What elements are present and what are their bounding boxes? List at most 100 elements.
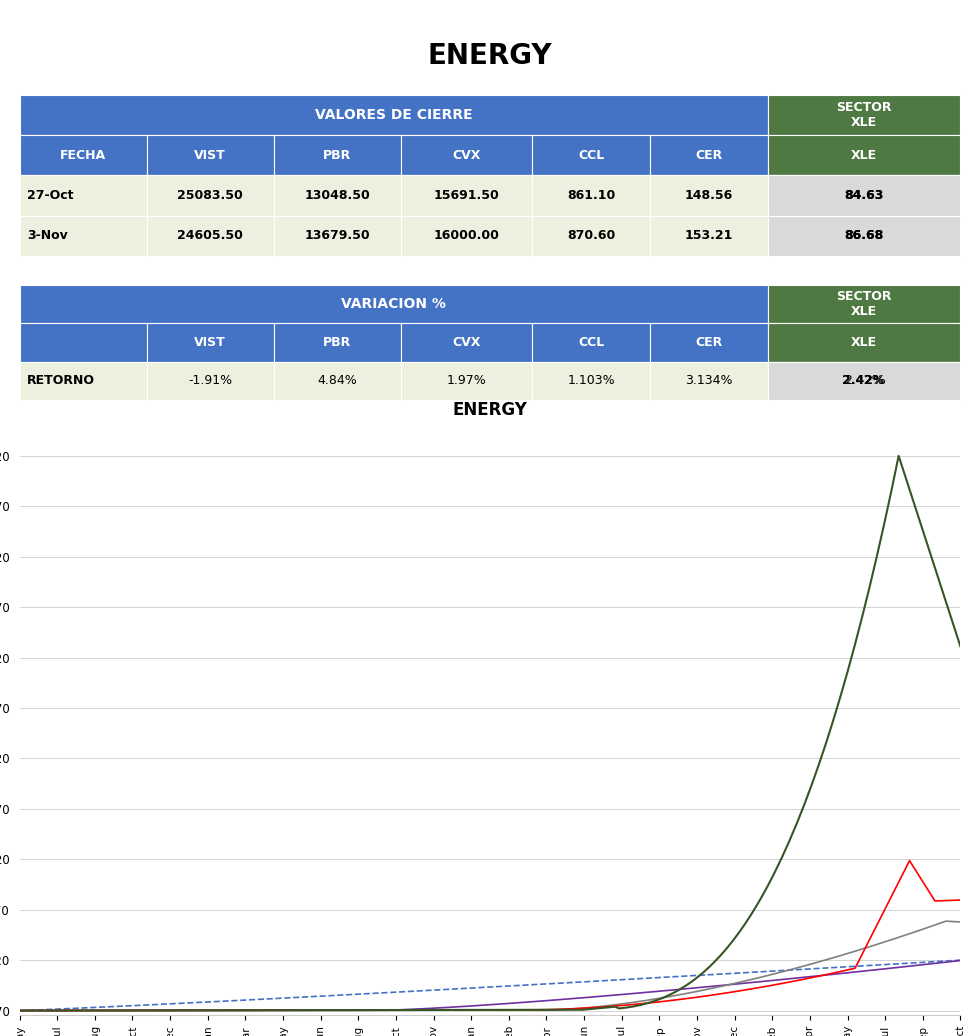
Bar xyxy=(20,215,147,256)
CCL xyxy=(773,974,785,986)
VIST xyxy=(955,640,966,653)
CER xyxy=(773,965,785,977)
Bar xyxy=(767,136,960,175)
Text: VALORES DE CIERRE: VALORES DE CIERRE xyxy=(315,108,472,122)
Text: 153.21: 153.21 xyxy=(685,229,733,242)
Bar xyxy=(147,215,273,256)
Text: VARIACION %: VARIACION % xyxy=(341,297,446,312)
Text: FECHA: FECHA xyxy=(60,149,106,162)
Text: 1.103%: 1.103% xyxy=(567,374,614,387)
Bar xyxy=(532,175,650,215)
CVX xyxy=(126,1004,138,1016)
Bar xyxy=(650,136,767,175)
CVX xyxy=(410,1004,421,1016)
CER xyxy=(126,1000,138,1012)
CER xyxy=(406,985,417,998)
Line: CER: CER xyxy=(20,960,960,1010)
CCL xyxy=(410,1003,421,1015)
Bar xyxy=(532,136,650,175)
Text: SECTOR
XLE: SECTOR XLE xyxy=(836,102,892,130)
Text: ENERGY: ENERGY xyxy=(427,42,553,70)
Bar xyxy=(20,362,147,400)
Text: 84.63: 84.63 xyxy=(845,189,884,202)
VIST xyxy=(14,1004,25,1016)
Bar xyxy=(767,95,960,136)
Bar xyxy=(20,136,147,175)
Bar xyxy=(532,215,650,256)
Bar xyxy=(273,215,401,256)
Text: 15691.50: 15691.50 xyxy=(433,189,500,202)
Bar xyxy=(147,175,273,215)
Text: 2.42%: 2.42% xyxy=(844,374,884,387)
Text: 1.97%: 1.97% xyxy=(447,374,486,387)
Bar xyxy=(401,362,532,400)
CVX xyxy=(773,967,785,979)
Bar xyxy=(767,323,960,362)
Text: 24605.50: 24605.50 xyxy=(177,229,243,242)
Text: 870.60: 870.60 xyxy=(567,229,615,242)
Text: CER: CER xyxy=(695,149,722,162)
Line: CVX: CVX xyxy=(20,921,960,1010)
Text: 25083.50: 25083.50 xyxy=(177,189,243,202)
Text: 2.42%: 2.42% xyxy=(842,374,886,387)
CER xyxy=(14,1004,25,1016)
Bar xyxy=(532,323,650,362)
CVX xyxy=(940,915,952,927)
Bar xyxy=(767,285,960,323)
Bar xyxy=(767,215,960,256)
Bar xyxy=(401,215,532,256)
VIST xyxy=(410,1004,421,1016)
CCL xyxy=(955,954,966,967)
Bar xyxy=(401,175,532,215)
Bar xyxy=(20,285,767,323)
PBR xyxy=(914,871,926,884)
Text: CER: CER xyxy=(695,336,722,349)
Bar xyxy=(273,175,401,215)
CCL xyxy=(911,959,923,972)
Text: RETORNO: RETORNO xyxy=(27,374,95,387)
CVX xyxy=(406,1004,417,1016)
PBR xyxy=(904,855,915,867)
Bar xyxy=(650,323,767,362)
VIST xyxy=(148,1004,160,1016)
Text: 148.56: 148.56 xyxy=(685,189,733,202)
CCL xyxy=(406,1003,417,1015)
CVX xyxy=(911,925,923,938)
CCL xyxy=(126,1004,138,1016)
CVX xyxy=(14,1004,25,1016)
Text: 16000.00: 16000.00 xyxy=(433,229,500,242)
Text: CCL: CCL xyxy=(578,336,605,349)
CER xyxy=(410,985,421,998)
Text: 3-Nov: 3-Nov xyxy=(27,229,68,242)
Text: 84.63: 84.63 xyxy=(845,189,884,202)
Text: VIST: VIST xyxy=(194,336,226,349)
Text: VIST: VIST xyxy=(194,149,226,162)
Text: 861.10: 861.10 xyxy=(567,189,615,202)
Bar xyxy=(650,215,767,256)
PBR xyxy=(410,1004,421,1016)
PBR xyxy=(773,978,785,990)
CVX xyxy=(955,916,966,928)
Text: 27-Oct: 27-Oct xyxy=(27,189,74,202)
Text: 13048.50: 13048.50 xyxy=(304,189,370,202)
Bar xyxy=(20,95,767,136)
Text: CCL: CCL xyxy=(578,149,605,162)
Bar xyxy=(401,136,532,175)
CVX xyxy=(148,1004,160,1016)
Bar xyxy=(767,362,960,400)
Bar xyxy=(147,136,273,175)
Bar xyxy=(147,323,273,362)
Title: ENERGY: ENERGY xyxy=(453,401,527,420)
Bar xyxy=(650,362,767,400)
Text: 86.68: 86.68 xyxy=(845,229,884,242)
CCL xyxy=(14,1004,25,1016)
CER xyxy=(911,956,923,969)
Bar xyxy=(147,362,273,400)
Bar xyxy=(767,362,960,400)
Bar xyxy=(767,215,960,256)
Bar xyxy=(20,175,147,215)
Text: 86.68: 86.68 xyxy=(845,229,884,242)
Bar xyxy=(767,175,960,215)
Text: SECTOR
XLE: SECTOR XLE xyxy=(836,290,892,318)
Text: XLE: XLE xyxy=(851,149,877,162)
